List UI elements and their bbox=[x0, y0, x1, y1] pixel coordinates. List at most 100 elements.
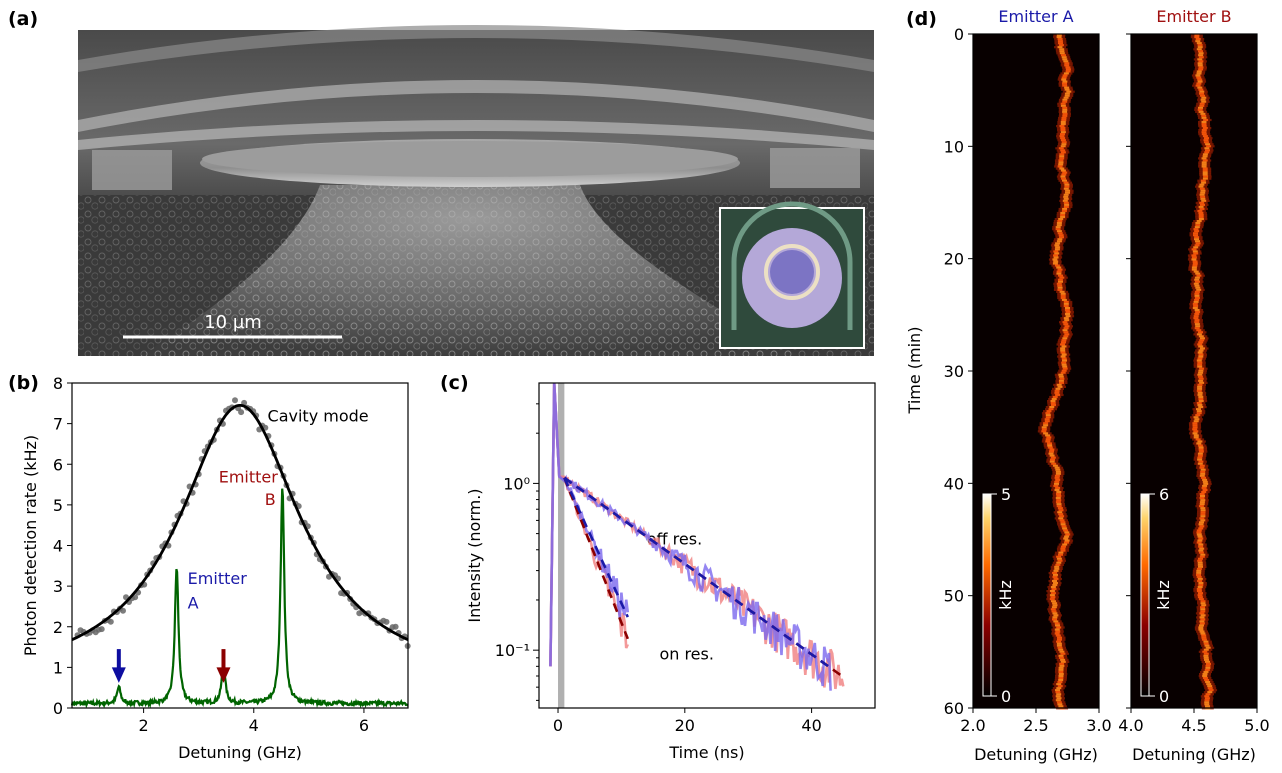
d-heat-cell bbox=[1196, 590, 1202, 593]
d-heat-cell bbox=[1060, 149, 1066, 152]
d-heat-cell bbox=[1197, 393, 1203, 397]
d-heat-cell bbox=[1207, 685, 1213, 688]
d-heat-cell bbox=[1045, 440, 1051, 443]
d-heat-cell bbox=[1199, 92, 1204, 95]
d-heat-cell bbox=[1197, 444, 1203, 447]
d-heat-cell bbox=[1065, 66, 1071, 69]
d-heat-cell bbox=[1201, 120, 1207, 124]
d-heat-cell bbox=[1202, 173, 1208, 176]
d-heat-cell bbox=[1062, 74, 1068, 77]
d-heat-cell bbox=[1055, 689, 1060, 692]
d-heat-cell bbox=[1194, 313, 1200, 316]
d-xtick-label: 2.0 bbox=[960, 716, 985, 735]
d-heat-cell bbox=[1060, 343, 1065, 346]
d-heat-cell bbox=[1198, 557, 1203, 560]
d-heat-cell bbox=[1060, 123, 1066, 126]
d-heat-cell bbox=[1196, 410, 1202, 413]
d-heat-cell bbox=[1056, 282, 1062, 285]
d-heat-cell bbox=[1196, 567, 1202, 570]
d-heat-cell bbox=[1197, 391, 1203, 395]
d-heat-cell bbox=[1194, 284, 1200, 287]
d-heat-cell bbox=[1198, 582, 1204, 585]
d-heat-cell bbox=[1060, 169, 1066, 172]
d-heat-cell bbox=[1199, 466, 1205, 469]
d-heat-cell bbox=[1065, 191, 1070, 194]
d-heat-cell bbox=[1058, 159, 1064, 162]
d-heat-cell bbox=[1201, 636, 1207, 639]
d-heat-cell bbox=[1060, 137, 1066, 140]
d-heat-cell bbox=[1203, 656, 1209, 659]
d-heat-cell bbox=[1199, 622, 1205, 625]
d-heat-cell bbox=[1055, 246, 1061, 249]
d-heat-cell bbox=[1059, 52, 1065, 55]
d-heat-cell bbox=[1198, 551, 1204, 554]
b-emission-spectrum bbox=[70, 488, 409, 709]
d-heat-cell bbox=[1056, 383, 1062, 386]
d-heat-cell bbox=[1060, 131, 1066, 134]
d-heat-cell bbox=[1060, 349, 1066, 352]
d-heat-cell bbox=[1065, 315, 1071, 318]
d-heat-cell bbox=[1058, 705, 1064, 708]
d-heat-cell bbox=[1050, 458, 1055, 461]
d-heat-cell bbox=[1055, 624, 1060, 627]
d-xtick-label: 4.0 bbox=[1118, 716, 1143, 735]
b-emitter-a-label-2: A bbox=[188, 593, 199, 612]
d-heat-cell bbox=[1056, 230, 1062, 233]
d-heat-cell bbox=[1201, 604, 1207, 607]
d-heat-cell bbox=[1062, 80, 1068, 83]
d-heat-cell bbox=[1198, 450, 1204, 453]
b-cavity-point bbox=[383, 618, 390, 625]
d-heat-cell bbox=[1061, 141, 1067, 144]
d-heat-cell bbox=[1064, 92, 1070, 95]
d-heat-cell bbox=[1057, 220, 1063, 223]
d-heat-cell bbox=[1058, 274, 1063, 277]
d-heat-cell bbox=[1197, 375, 1203, 378]
b-cavity-point bbox=[392, 623, 399, 630]
d-heat-cell bbox=[1064, 541, 1069, 544]
d-heat-cell bbox=[1201, 123, 1207, 126]
d-heat-cell bbox=[1203, 652, 1209, 655]
d-heat-cell bbox=[1200, 553, 1206, 556]
d-heat-cell bbox=[1044, 418, 1050, 421]
d-heat-cell bbox=[1058, 654, 1064, 657]
d-heat-cell bbox=[1192, 428, 1198, 431]
d-heat-cell bbox=[1198, 446, 1204, 449]
d-heat-cell bbox=[1058, 44, 1064, 47]
d-heat-cell bbox=[1058, 670, 1064, 674]
d-heat-cell bbox=[1061, 345, 1067, 348]
d-heat-cell bbox=[1063, 327, 1069, 330]
d-heat-cell bbox=[1198, 377, 1204, 380]
d-heat-cell bbox=[1060, 371, 1066, 374]
d-heat-cell bbox=[1056, 644, 1062, 647]
d-heat-cell bbox=[1045, 434, 1051, 437]
d-heat-cell bbox=[1201, 163, 1207, 166]
d-heat-cell bbox=[1061, 353, 1067, 356]
d-heat-cell bbox=[1054, 628, 1060, 631]
d-ytick-label: 0 bbox=[954, 25, 964, 44]
c-data-trace-3 bbox=[549, 382, 630, 667]
d-heat-cell bbox=[1196, 442, 1202, 445]
d-heat-cell bbox=[1061, 116, 1067, 120]
d-heat-cell bbox=[1193, 234, 1198, 237]
d-heat-cell bbox=[1050, 608, 1056, 611]
d-heat-cell bbox=[1056, 499, 1062, 502]
d-heat-cell bbox=[1062, 112, 1068, 116]
d-heat-cell bbox=[1197, 46, 1203, 49]
d-xtick-label: 2.5 bbox=[1023, 716, 1048, 735]
d-heat-cell bbox=[1193, 246, 1199, 249]
d-heat-cell bbox=[1202, 153, 1208, 156]
d-heat-cell bbox=[1055, 228, 1061, 231]
d-heat-cell bbox=[1195, 242, 1201, 245]
d-heat-cell bbox=[1056, 642, 1062, 645]
d-heat-cell bbox=[1062, 100, 1068, 103]
d-heat-cell bbox=[1061, 341, 1066, 344]
d-heat-cell bbox=[1193, 434, 1199, 437]
d-heat-cell bbox=[1060, 660, 1066, 663]
d-heat-cell bbox=[1062, 58, 1068, 61]
d-heat-cell bbox=[1059, 236, 1064, 239]
d-heat-cell bbox=[1060, 347, 1066, 350]
d-heat-cell bbox=[1062, 199, 1068, 202]
d-heat-cell bbox=[1049, 448, 1055, 451]
d-heat-cell bbox=[1065, 311, 1071, 314]
d-heat-cell bbox=[1197, 78, 1203, 81]
